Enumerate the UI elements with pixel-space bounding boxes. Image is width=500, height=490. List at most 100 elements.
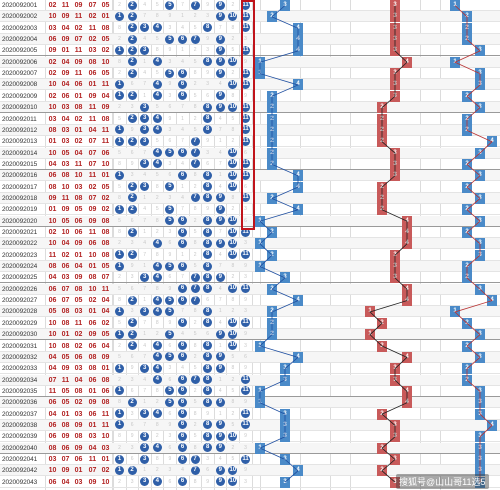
- hit-ball: 5: [165, 34, 175, 44]
- miss-count: 9: [206, 478, 210, 485]
- hit-ball: 2: [127, 204, 137, 214]
- hit-ball: 2: [127, 465, 137, 475]
- draw-number: 05: [61, 399, 70, 407]
- draw-number: 04: [61, 240, 70, 248]
- draw-number: 06: [74, 229, 83, 236]
- issue-number: 2020092012: [2, 126, 38, 134]
- hit-ball: 11: [241, 454, 250, 464]
- draw-number: 04: [74, 263, 83, 271]
- draw-number: 02: [88, 13, 97, 21]
- draw-number: 08: [88, 365, 97, 373]
- table-row: 2020092032 04 05 06 08 09 5 6 7 4 5 6 2 8 9 5 6 4 4 3: [0, 351, 500, 363]
- miss-count: 7: [218, 24, 222, 31]
- hit-ball: 6: [178, 91, 187, 101]
- draw-number: 06: [48, 399, 57, 407]
- hit-ball: 11: [241, 375, 250, 385]
- miss-count: 8: [118, 24, 121, 31]
- miss-count: 4: [218, 251, 222, 258]
- draw-number: 06: [48, 172, 57, 180]
- miss-count: 5: [193, 365, 197, 372]
- draw-number: 09: [101, 353, 110, 361]
- miss-count: 4: [181, 194, 184, 201]
- hit-ball: 6: [178, 431, 187, 441]
- draw-number: 04: [101, 308, 110, 316]
- miss-count: 1: [218, 376, 222, 383]
- miss-count: 8: [118, 160, 121, 167]
- draw-number: 04: [88, 126, 97, 134]
- issue-number: 2020092035: [2, 387, 38, 395]
- draw-number: 10: [61, 229, 70, 236]
- draw-number: 09: [61, 206, 70, 214]
- draw-number: 07: [74, 36, 83, 44]
- miss-count: 5: [193, 92, 197, 99]
- miss-count: 3: [168, 433, 172, 440]
- hit-ball: 2: [127, 91, 137, 101]
- draw-number: 09: [74, 2, 83, 9]
- miss-count: 9: [206, 138, 210, 145]
- hit-ball: 2: [127, 295, 137, 305]
- miss-count: 3: [130, 410, 134, 417]
- draw-number: 05: [101, 331, 110, 339]
- draw-number: 11: [61, 2, 70, 9]
- hit-ball: 8: [203, 250, 213, 260]
- miss-count: 2: [155, 399, 159, 406]
- miss-count: 3: [168, 126, 172, 133]
- issue-number: 2020092030: [2, 331, 38, 339]
- draw-number: 06: [61, 263, 70, 271]
- miss-count: 9: [244, 467, 247, 474]
- miss-count: 8: [155, 251, 159, 258]
- draw-number: 04: [61, 58, 70, 66]
- draw-number: 09: [101, 104, 110, 112]
- hit-ball: 8: [203, 170, 213, 180]
- draw-number: 08: [48, 183, 57, 191]
- miss-count: 4: [143, 342, 147, 349]
- hit-ball: 5: [165, 216, 175, 226]
- miss-count: 4: [181, 24, 184, 31]
- miss-count: 5: [193, 58, 197, 65]
- draw-number: 02: [74, 115, 83, 123]
- draw-number: 01: [61, 47, 70, 55]
- miss-count: 6: [244, 149, 247, 156]
- miss-count: 9: [206, 2, 210, 8]
- hit-ball: 9: [215, 443, 225, 453]
- draw-number: 07: [61, 297, 70, 305]
- draw-number: 02: [74, 138, 83, 146]
- miss-count: 5: [231, 456, 235, 462]
- issue-number: 2020092031: [2, 342, 38, 350]
- miss-count: 6: [130, 217, 134, 224]
- draw-number: 10: [48, 217, 57, 225]
- issue-number: 2020092005: [2, 47, 38, 55]
- miss-count: 8: [231, 365, 235, 372]
- hit-ball: 6: [178, 409, 187, 419]
- hit-ball: 3: [140, 443, 150, 453]
- draw-number: 04: [74, 376, 83, 384]
- hit-ball: 10: [228, 341, 238, 350]
- hit-ball: 11: [241, 193, 250, 203]
- hit-ball: 7: [190, 375, 200, 385]
- miss-count: 5: [118, 285, 121, 292]
- issue-number: 2020092001: [2, 2, 38, 9]
- hit-ball: 8: [203, 102, 213, 112]
- miss-count: 7: [181, 2, 184, 8]
- hit-ball: 6: [178, 397, 187, 407]
- miss-count: 2: [193, 319, 197, 326]
- draw-number: 06: [74, 456, 83, 463]
- issue-number: 2020092021: [2, 229, 38, 236]
- draw-number: 09: [74, 240, 83, 248]
- draw-number: 11: [88, 456, 97, 463]
- hit-ball: 3: [140, 182, 150, 192]
- draw-number: 03: [61, 274, 70, 282]
- draw-number: 05: [101, 70, 110, 78]
- issue-number: 2020092029: [2, 319, 38, 327]
- miss-count: 7: [143, 81, 147, 88]
- hit-ball: 9: [215, 57, 225, 67]
- miss-count: 2: [193, 217, 197, 224]
- hit-ball: 1: [115, 11, 124, 21]
- draw-number: 08: [88, 58, 97, 66]
- miss-count: 9: [206, 36, 210, 43]
- miss-count: 9: [168, 421, 172, 428]
- draw-number: 07: [48, 376, 57, 384]
- miss-count: 6: [168, 478, 172, 485]
- draw-number: 05: [101, 263, 110, 271]
- draw-number: 02: [48, 92, 57, 100]
